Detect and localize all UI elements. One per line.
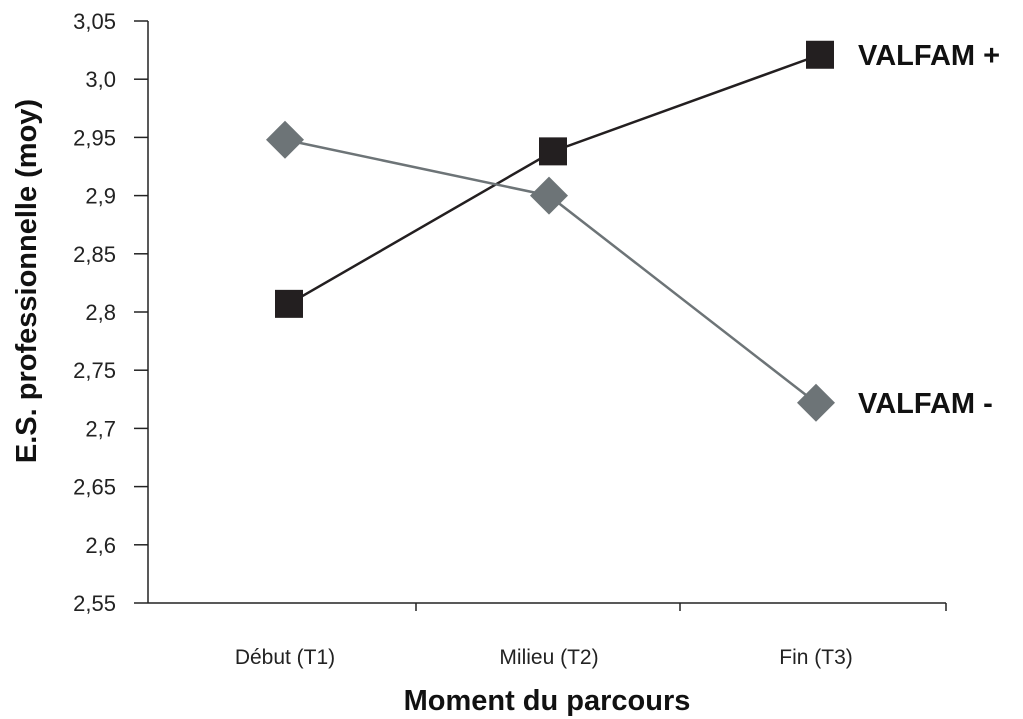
y-tick-label: 2,8 (85, 300, 116, 325)
diamond-marker (797, 383, 835, 422)
y-tick-label: 3,0 (85, 67, 116, 92)
x-tick-label: Début (T1) (235, 646, 335, 669)
y-tick-label: 2,95 (73, 125, 116, 150)
y-tick-label: 2,65 (73, 475, 116, 500)
y-tick-label: 2,6 (85, 533, 116, 558)
series-group: VALFAM + VALFAM - (266, 40, 1000, 422)
y-tick-label: 2,75 (73, 358, 116, 383)
diamond-marker (266, 120, 304, 159)
series-valfam-plus: VALFAM + (275, 40, 1000, 318)
y-axis-title: E.S. professionnelle (moy) (11, 99, 43, 463)
y-tick-label: 2,55 (73, 591, 116, 616)
y-tick-label: 2,85 (73, 242, 116, 267)
series-label: VALFAM + (858, 40, 1000, 72)
series-line (288, 53, 821, 305)
x-ticks: Début (T1) Milieu (T2) Fin (T3) (235, 603, 947, 669)
series-valfam-minus: VALFAM - (266, 120, 993, 422)
y-tick-label: 2,7 (85, 416, 116, 441)
square-marker (275, 289, 303, 318)
square-marker (806, 40, 834, 69)
x-axis-title: Moment du parcours (404, 685, 691, 717)
series-label: VALFAM - (858, 388, 993, 420)
y-ticks: 3,05 3,0 2,95 2,9 2,85 2,8 2,75 2,7 2,65 2,6 2,55 (73, 9, 148, 616)
axes (147, 21, 946, 604)
x-tick-label: Milieu (T2) (499, 646, 598, 669)
square-marker (539, 137, 567, 166)
x-tick-label: Fin (T3) (779, 646, 853, 669)
y-tick-label: 2,9 (85, 184, 116, 209)
y-tick-label: 3,05 (73, 9, 116, 34)
diamond-marker (530, 176, 568, 215)
